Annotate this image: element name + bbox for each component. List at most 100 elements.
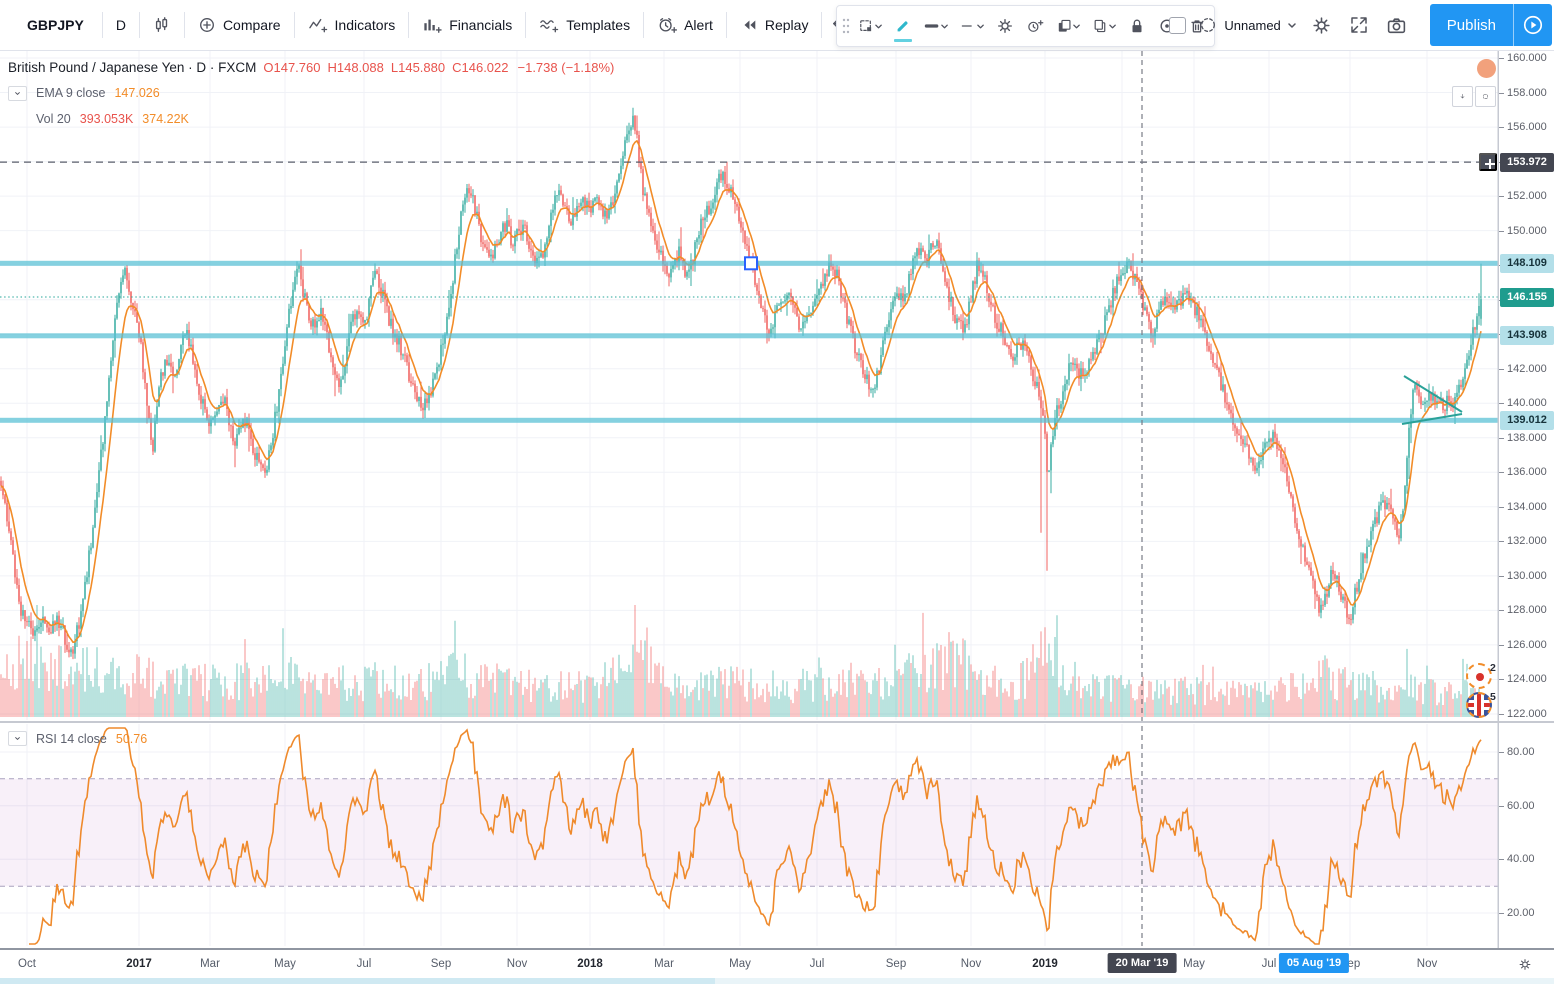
toolbar-separator: [643, 12, 645, 38]
trendline-drawing[interactable]: [1403, 375, 1463, 413]
fullscreen-button[interactable]: [1347, 13, 1371, 37]
time-tick-label: Nov: [1416, 958, 1438, 970]
rsi-band: [0, 778, 1498, 887]
volume-legend-row[interactable]: Vol 20 393.053K 374.22K: [36, 109, 614, 129]
price-tick-label: 156.000: [1499, 121, 1547, 134]
rsi-value: 50.76: [115, 731, 148, 746]
snapshot-button[interactable]: [1384, 13, 1409, 38]
price-chip: 153.972: [1500, 152, 1554, 172]
time-tick-label: 2019: [1032, 958, 1058, 970]
chart-settings-button[interactable]: [1309, 13, 1334, 38]
horizontal-ray[interactable]: [0, 417, 1498, 423]
compare-button[interactable]: Compare: [185, 0, 294, 50]
toolbar-left-group: GBPJPY D Compare Indicators: [0, 0, 892, 50]
chevron-down-icon: [875, 24, 882, 28]
chevron-down-icon: [15, 737, 20, 740]
time-tick-label: Nov: [506, 958, 528, 970]
delete-drawing-button[interactable]: [1182, 7, 1212, 45]
toolbar-separator: [293, 12, 295, 38]
drawing-toolbar: [836, 5, 1215, 47]
horizontal-ray[interactable]: [0, 333, 1498, 339]
symbol-legend-row[interactable]: British Pound / Japanese Yen · D · FXCM …: [8, 57, 614, 77]
ema-legend-row[interactable]: EMA 9 close 147.026: [8, 83, 614, 103]
camera-icon: [1387, 17, 1405, 33]
add-alert-plus-button[interactable]: [1479, 153, 1497, 172]
toolbar-separator: [821, 12, 823, 38]
notification-dot: [1477, 59, 1496, 78]
price-tick-label: 140.000: [1499, 397, 1547, 410]
toolbar-right-group: Unnamed Publish: [1169, 0, 1552, 50]
financials-button[interactable]: Financials: [409, 0, 525, 50]
price-chip[interactable]: 143.908: [1500, 326, 1554, 346]
rsi-tick-label: 60.00: [1499, 799, 1535, 812]
alert-label: Alert: [684, 17, 713, 33]
symbol-title: British Pound / Japanese Yen · D · FXCM: [8, 59, 257, 75]
time-tick-label: Nov: [960, 958, 982, 970]
publish-menu-button[interactable]: [1514, 4, 1552, 46]
indicators-button[interactable]: Indicators: [295, 0, 409, 50]
replay-button[interactable]: Replay: [727, 0, 822, 50]
drawing-anchor-handle[interactable]: [744, 256, 758, 271]
symbol-button[interactable]: GBPJPY: [14, 0, 102, 50]
add-alert-button[interactable]: [1020, 7, 1050, 45]
selection-tool-button[interactable]: [852, 7, 888, 45]
time-tick-label: 2018: [577, 958, 603, 970]
replay-label: Replay: [764, 17, 809, 33]
templates-button[interactable]: Templates: [526, 0, 643, 50]
price-tick-label: 122.000: [1499, 708, 1547, 720]
chevron-down-icon: [977, 24, 984, 28]
time-axis[interactable]: Oct 2017 Mar May Jul Sep Nov 2018 Mar May Jul Sep No…: [0, 948, 1554, 980]
high-value: H148.088: [327, 59, 384, 75]
drag-handle[interactable]: [839, 7, 852, 45]
layers-icon: [1058, 19, 1071, 32]
trendline-drawing[interactable]: [1401, 413, 1463, 425]
indicators-label: Indicators: [334, 17, 396, 33]
price-axis[interactable]: 160.000158.000156.000154.000152.000150.0…: [1498, 50, 1554, 948]
thick-line-icon: [924, 24, 939, 28]
copy-icon: [1094, 19, 1106, 33]
chevron-down-icon: [941, 24, 948, 28]
layout-checkbox[interactable]: [1169, 16, 1187, 34]
alert-button[interactable]: Alert: [644, 0, 726, 50]
line-thickness-button[interactable]: [918, 7, 954, 45]
line-style-button[interactable]: [954, 7, 990, 45]
pane-separator[interactable]: [0, 721, 1554, 723]
price-tick-label: 132.000: [1499, 535, 1547, 548]
drawing-settings-button[interactable]: [990, 7, 1020, 45]
maximize-pane-button[interactable]: [1475, 86, 1496, 107]
interval-button[interactable]: D: [103, 0, 139, 50]
clone-tool-button[interactable]: [1050, 7, 1086, 45]
lock-drawing-button[interactable]: [1122, 7, 1152, 45]
rsi-collapse-button[interactable]: [8, 731, 27, 746]
drag-dots-icon: [842, 18, 849, 34]
uk-flag-event-icon[interactable]: [1466, 692, 1492, 718]
ema-collapse-button[interactable]: [8, 85, 27, 101]
top-toolbar: GBPJPY D Compare Indicators: [0, 0, 1554, 51]
compare-icon: [199, 18, 214, 32]
price-tick-label: 136.000: [1499, 466, 1547, 479]
selection-rectangle-icon: [860, 20, 872, 32]
date-chip: 05 Aug '19: [1278, 953, 1350, 973]
price-chip[interactable]: 139.012: [1500, 410, 1554, 430]
scroll-to-recent-button[interactable]: [1452, 86, 1473, 107]
time-tick-label: Jul: [1261, 958, 1277, 970]
down-arrow-icon: [1460, 93, 1465, 99]
japan-flag-event-icon[interactable]: [1466, 663, 1492, 689]
copy-tool-button[interactable]: [1086, 7, 1122, 45]
layout-selector[interactable]: Unnamed: [1199, 16, 1296, 34]
rsi-line: [29, 727, 1482, 945]
chart-style-button[interactable]: [140, 0, 184, 50]
price-chip[interactable]: 148.109: [1500, 253, 1554, 273]
time-tick-label: May: [274, 958, 296, 970]
time-axis-settings-button[interactable]: [1512, 952, 1538, 976]
price-chip: 146.155: [1500, 287, 1554, 307]
rsi-legend-row[interactable]: RSI 14 close 50.76: [8, 731, 147, 746]
publish-button[interactable]: Publish: [1430, 4, 1513, 46]
toolbar-separator: [183, 12, 185, 38]
draw-tool-button[interactable]: [888, 7, 918, 45]
volume-ma-value: 374.22K: [142, 112, 189, 126]
price-tick-label: 142.000: [1499, 362, 1547, 375]
chevron-down-icon: [1109, 24, 1116, 28]
